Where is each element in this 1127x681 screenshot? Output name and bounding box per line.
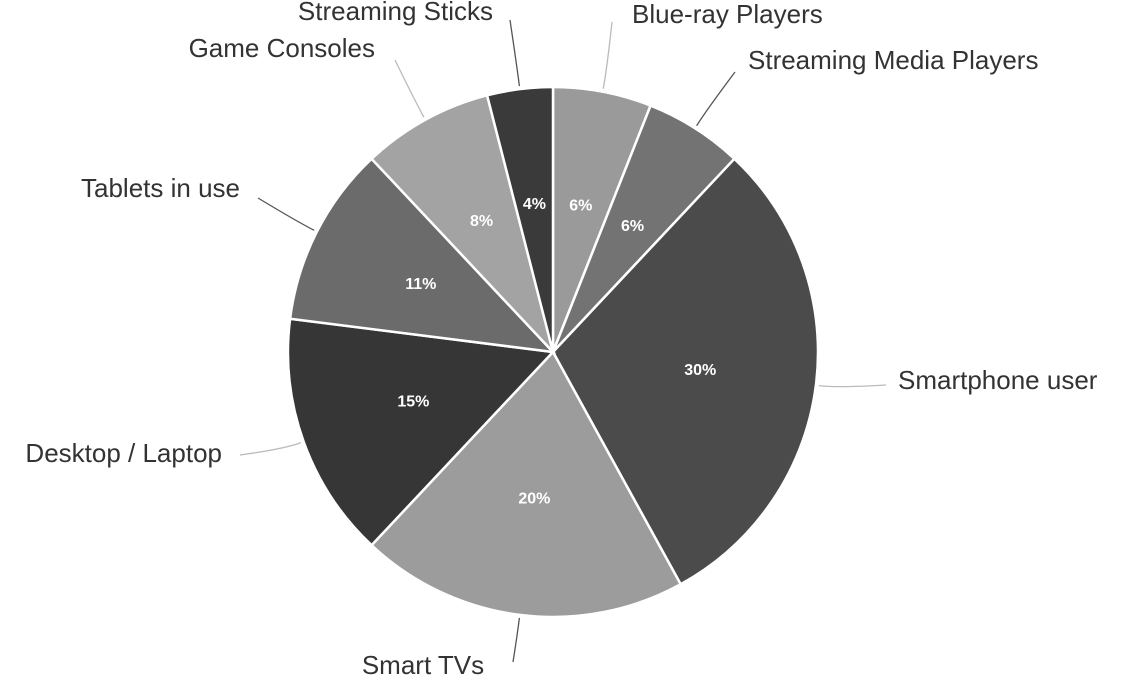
slice-value-label: 20% <box>518 490 550 507</box>
slice-value-label: 6% <box>621 218 644 235</box>
leader-line <box>394 59 425 118</box>
leader-line <box>512 617 521 663</box>
slice-label: Game Consoles <box>189 33 375 63</box>
slice-value-label: 6% <box>569 197 592 214</box>
leader-line <box>257 197 315 231</box>
pie-slice <box>288 157 557 354</box>
slice-value-label: 15% <box>397 393 429 410</box>
leader-line <box>818 384 887 388</box>
leader-line <box>239 442 302 456</box>
slice-value-label: 4% <box>523 196 546 213</box>
slice-label: Blue-ray Players <box>632 0 823 29</box>
leader-line <box>602 21 613 89</box>
pie-slice <box>551 157 820 586</box>
pie-slice <box>369 349 683 619</box>
pie-slice <box>286 317 556 547</box>
slice-label: Tablets in use <box>81 173 240 203</box>
leader-line <box>696 71 736 127</box>
slice-value-label: 30% <box>684 362 716 379</box>
slice-label: Desktop / Laptop <box>25 438 222 468</box>
pie-slice <box>369 93 555 353</box>
slice-label: Smartphone user <box>898 365 1098 395</box>
slice-label: Smart TVs <box>362 650 484 680</box>
slice-value-label: 11% <box>405 276 436 293</box>
slice-label: Streaming Media Players <box>748 45 1038 75</box>
leader-line <box>509 19 521 87</box>
slice-value-label: 8% <box>470 213 493 230</box>
slice-label: Streaming Sticks <box>298 0 493 26</box>
pie-slice <box>485 85 555 353</box>
